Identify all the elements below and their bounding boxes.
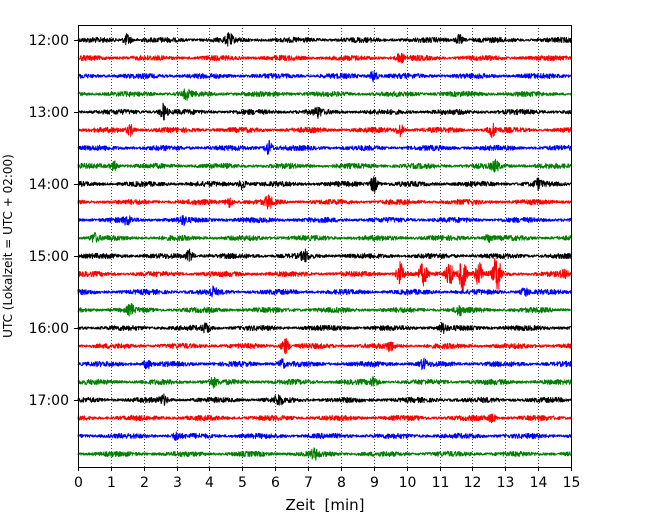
x-tick-label-1: 1 <box>107 475 116 491</box>
x-tick-label-0: 0 <box>74 475 83 491</box>
trace-1630 <box>77 357 572 371</box>
trace-1245 <box>77 88 572 101</box>
x-tick-label-15: 15 <box>563 475 581 491</box>
x-tick-label-2: 2 <box>140 475 149 491</box>
trace-1500 <box>77 248 572 263</box>
y-tick-label-1400: 14:00 <box>29 177 69 193</box>
x-tick-label-9: 9 <box>370 475 379 491</box>
x-tick-label-13: 13 <box>497 475 515 491</box>
trace-1730 <box>77 431 572 441</box>
x-tick-label-7: 7 <box>304 475 313 491</box>
x-tick-label-12: 12 <box>464 475 482 491</box>
y-axis-label: UTC (Lokalzeit = UTC + 02:00) <box>1 154 15 338</box>
x-tick-label-8: 8 <box>337 475 346 491</box>
trace-1430 <box>77 214 572 227</box>
trace-1700 <box>77 393 572 406</box>
trace-1745 <box>77 447 572 461</box>
trace-1400 <box>77 176 572 193</box>
trace-1330 <box>77 139 572 155</box>
trace-1615 <box>77 337 572 355</box>
x-axis: 0 1 2 3 4 5 6 7 8 9 10 11 12 13 14 15 <box>74 467 580 491</box>
trace-1230 <box>77 70 572 83</box>
trace-1715 <box>77 413 572 424</box>
trace-1545 <box>77 303 572 317</box>
trace-1315 <box>77 122 572 139</box>
y-axis: 12:00 13:00 14:00 15:00 16:00 17:00 <box>29 33 78 409</box>
x-tick-label-5: 5 <box>238 475 247 491</box>
trace-1345 <box>77 158 572 173</box>
y-tick-label-1600: 16:00 <box>29 321 69 337</box>
trace-1200 <box>77 32 572 47</box>
traces-layer <box>77 32 572 461</box>
trace-1445 <box>77 232 572 244</box>
x-tick-label-4: 4 <box>205 475 214 491</box>
x-axis-label: Zeit [min] <box>285 496 364 514</box>
plot-frame <box>78 25 572 468</box>
trace-1215 <box>77 52 572 64</box>
trace-1645 <box>77 375 572 389</box>
trace-1300 <box>77 102 572 121</box>
x-tick-label-6: 6 <box>271 475 280 491</box>
x-tick-label-10: 10 <box>399 475 417 491</box>
x-tick-label-14: 14 <box>530 475 548 491</box>
trace-1600 <box>77 322 572 334</box>
trace-1530 <box>77 285 572 298</box>
trace-1515 <box>77 258 572 293</box>
y-tick-label-1300: 13:00 <box>29 105 69 121</box>
trace-1415 <box>77 194 572 210</box>
x-tick-label-3: 3 <box>173 475 182 491</box>
y-tick-label-1700: 17:00 <box>29 393 69 409</box>
y-tick-label-1500: 15:00 <box>29 249 69 265</box>
x-tick-label-11: 11 <box>432 475 450 491</box>
y-tick-label-1200: 12:00 <box>29 33 69 49</box>
